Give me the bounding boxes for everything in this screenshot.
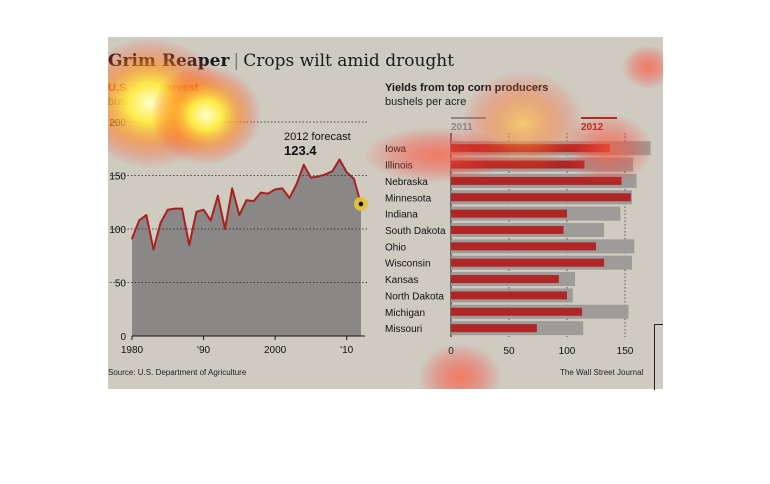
bar-2012 [451,291,567,300]
state-label: Ohio [385,242,407,253]
headline-subtitle: Crops wilt amid drought [243,51,455,71]
data-point [159,221,162,224]
state-label: Michigan [385,308,425,319]
data-point [166,208,169,211]
data-point [302,163,305,166]
state-label: Iowa [385,144,407,155]
forecast-label: 2012 forecast [284,131,351,143]
edge-rule [654,324,655,390]
data-point [216,194,219,197]
state-label: Kansas [385,275,418,286]
data-point [267,192,269,195]
state-label: North Dakota [385,291,444,302]
data-point [174,207,176,210]
bar-2012 [451,176,622,185]
data-point [274,188,277,191]
forecast-point [358,201,364,207]
data-point [181,207,183,210]
data-point [252,200,255,203]
bar-2012 [451,160,585,169]
y-tick-label: 50 [115,279,127,290]
data-point [281,187,284,190]
bar-2012 [451,144,610,153]
data-point [152,248,155,251]
data-point [209,219,212,222]
bar-2012 [451,225,564,234]
data-point [331,170,334,173]
bar-2012 [451,242,596,251]
x-tick-label: 0 [448,346,454,357]
headline-separator: | [233,51,240,71]
data-point [238,214,241,216]
data-point [288,197,291,199]
bar-2012 [451,324,537,333]
state-label: Indiana [385,210,418,221]
x-tick-label: 2000 [264,345,287,356]
state-label: Missouri [385,324,422,335]
data-point [317,175,319,178]
data-point [202,208,205,211]
data-point [145,214,148,216]
state-yields-chart: 0 50 100 150 2011 2012 Iowa Illinois Nebraska Min… [385,117,651,357]
right-chart-unit: bushels per acre [385,96,467,108]
data-point [352,177,355,180]
y-tick-label: 150 [109,172,126,183]
data-point [295,183,298,185]
source-note: Source: U.S. Department of Agriculture [108,368,247,377]
bar-2012 [451,275,559,284]
data-point [345,171,348,174]
data-point [224,228,226,230]
bar-2012 [451,258,605,267]
y-tick-label: 0 [120,332,126,343]
data-point [259,191,262,194]
chart-panel: Grim Reaper | Crops wilt amid drought U.S.… [108,37,663,389]
data-point [245,199,248,202]
data-point [138,219,141,222]
state-label: Nebraska [385,177,428,188]
data-point [131,237,133,240]
state-label: Illinois [385,161,413,172]
x-tick-label: '10 [340,345,353,356]
data-point [188,244,191,246]
data-point [231,187,234,190]
data-point [324,173,327,176]
legend-2012-label: 2012 [581,122,604,133]
state-label: South Dakota [385,226,446,237]
y-tick-label: 100 [109,225,126,236]
harvest-area [132,159,361,336]
bar-2012 [451,209,567,218]
x-tick-label: 150 [617,346,634,357]
bar-2012 [451,307,583,316]
x-tick-label: 100 [559,346,576,357]
x-tick-label: 1980 [121,345,144,356]
data-point [338,158,341,161]
legend-2011-label: 2011 [451,122,473,133]
edge-rule-tick [654,324,663,325]
x-tick-label: 50 [503,346,515,357]
data-point [195,210,198,213]
forecast-value: 123.4 [284,143,317,158]
x-tick-label: '90 [197,345,210,356]
state-label: Minnesota [385,193,432,204]
publisher-credit: The Wall Street Journal [560,368,644,377]
state-label: Wisconsin [385,259,431,270]
bar-2012 [451,193,631,202]
data-point [310,176,312,179]
